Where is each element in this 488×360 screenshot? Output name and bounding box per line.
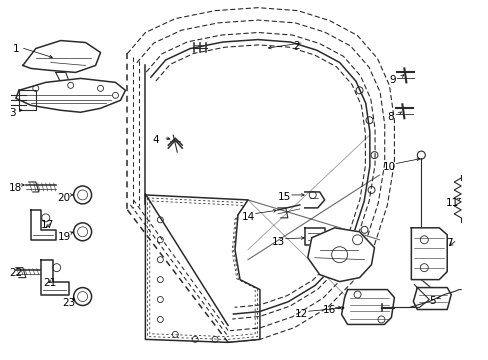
Polygon shape bbox=[410, 228, 447, 280]
Polygon shape bbox=[16, 78, 125, 112]
Text: 21: 21 bbox=[42, 278, 56, 288]
Text: 18: 18 bbox=[9, 183, 22, 193]
Text: 3: 3 bbox=[9, 108, 16, 118]
Text: 10: 10 bbox=[382, 162, 395, 172]
Polygon shape bbox=[31, 210, 56, 240]
Text: 19: 19 bbox=[58, 232, 71, 242]
Text: 22: 22 bbox=[9, 268, 22, 278]
Polygon shape bbox=[23, 41, 101, 72]
Text: 8: 8 bbox=[386, 112, 393, 122]
Text: 7: 7 bbox=[446, 238, 452, 248]
Text: 9: 9 bbox=[388, 75, 395, 85]
Text: 13: 13 bbox=[271, 237, 285, 247]
Text: 15: 15 bbox=[277, 192, 290, 202]
Polygon shape bbox=[412, 288, 450, 310]
Text: 4: 4 bbox=[152, 135, 159, 145]
Text: 2: 2 bbox=[292, 41, 299, 50]
Text: 12: 12 bbox=[294, 310, 307, 319]
Text: 5: 5 bbox=[428, 296, 435, 306]
Polygon shape bbox=[41, 260, 68, 294]
Polygon shape bbox=[307, 228, 374, 282]
Text: 16: 16 bbox=[322, 305, 335, 315]
Text: 23: 23 bbox=[62, 298, 76, 307]
Polygon shape bbox=[341, 289, 394, 324]
Text: 11: 11 bbox=[446, 198, 459, 208]
Text: 20: 20 bbox=[58, 193, 71, 203]
Text: 1: 1 bbox=[13, 44, 20, 54]
Text: 17: 17 bbox=[41, 220, 54, 230]
Text: 14: 14 bbox=[242, 212, 255, 222]
